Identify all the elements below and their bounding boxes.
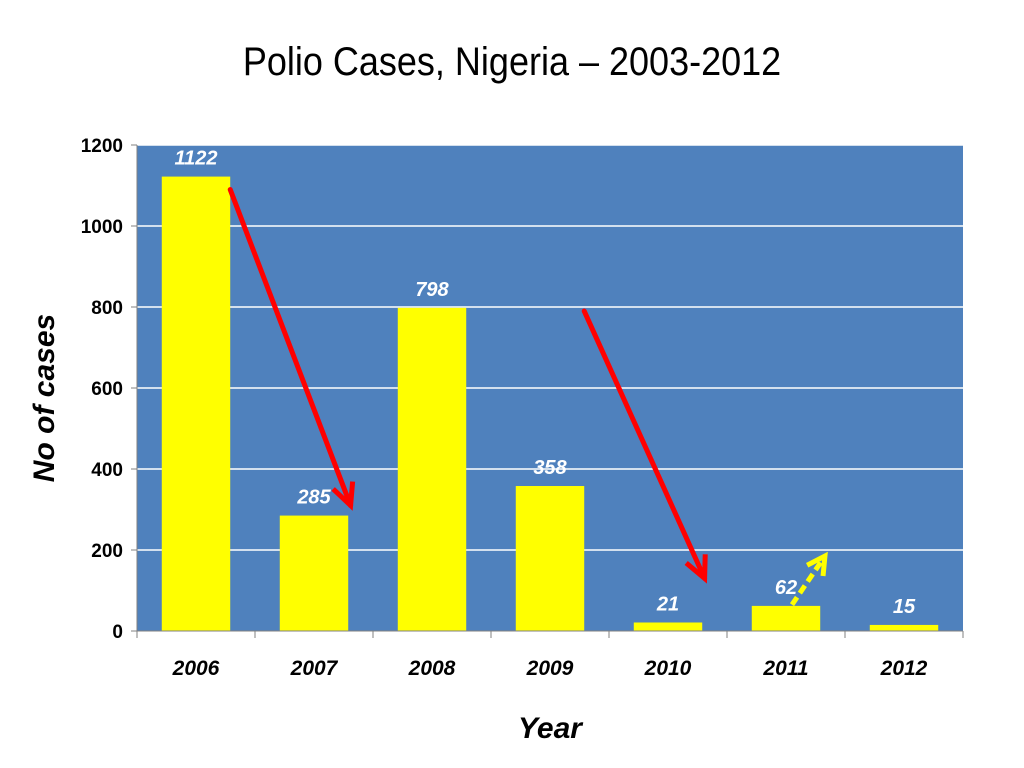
trend-arrow-2 <box>581 308 708 584</box>
bar-2012 <box>869 624 939 631</box>
y-axis: 0 200 400 600 800 1000 1200 <box>81 136 138 643</box>
bars <box>161 176 939 631</box>
y-tick-label: 200 <box>91 541 123 562</box>
x-tick-label-2010: 2010 <box>644 657 692 680</box>
bar-2011 <box>751 605 821 631</box>
arrow-head <box>331 481 356 511</box>
x-tick-label-2006: 2006 <box>172 657 220 680</box>
y-tick-label: 1000 <box>81 217 123 238</box>
data-label-2012: 15 <box>893 596 916 618</box>
data-label-2006: 1122 <box>174 148 217 170</box>
trend-arrow-1 <box>227 187 356 511</box>
data-label-2009: 358 <box>533 457 567 479</box>
x-tick-label-2011: 2011 <box>762 657 808 680</box>
y-tick-label: 800 <box>91 298 123 319</box>
arrow-head <box>684 554 708 584</box>
trend-arrow-3 <box>789 551 828 607</box>
arrow-shaft <box>581 308 708 581</box>
trend-arrows <box>227 187 828 607</box>
arrow-head <box>806 551 828 577</box>
chart-title: Polio Cases, Nigeria – 2003-2012 <box>242 40 782 84</box>
x-tick-label-2008: 2008 <box>408 657 456 680</box>
bar-2008 <box>397 307 467 631</box>
data-labels: 1122 285 798 358 21 62 15 <box>174 148 916 618</box>
y-axis-title: No of cases <box>28 314 61 482</box>
x-axis-title: Year <box>518 712 584 745</box>
arrow-shaft <box>789 554 828 607</box>
bar-2006 <box>161 176 231 631</box>
y-tick-label: 600 <box>91 379 123 400</box>
data-label-2008: 798 <box>415 279 449 301</box>
bar-2009 <box>515 486 585 631</box>
bar-2010 <box>633 622 703 631</box>
data-label-2010: 21 <box>656 593 679 615</box>
x-tick-label-2007: 2007 <box>290 657 339 680</box>
data-label-2007: 285 <box>296 487 331 509</box>
y-tick-label: 1200 <box>81 136 123 157</box>
arrow-shaft <box>227 187 354 508</box>
y-tick-label: 400 <box>91 460 123 481</box>
data-label-2011: 62 <box>775 577 797 599</box>
y-tick-label: 0 <box>112 622 123 643</box>
x-tick-label-2012: 2012 <box>880 657 928 680</box>
x-tick-label-2009: 2009 <box>526 657 574 680</box>
x-axis: 2006 2007 2008 2009 2010 2011 2012 <box>136 630 964 680</box>
bar-2007 <box>279 515 349 631</box>
